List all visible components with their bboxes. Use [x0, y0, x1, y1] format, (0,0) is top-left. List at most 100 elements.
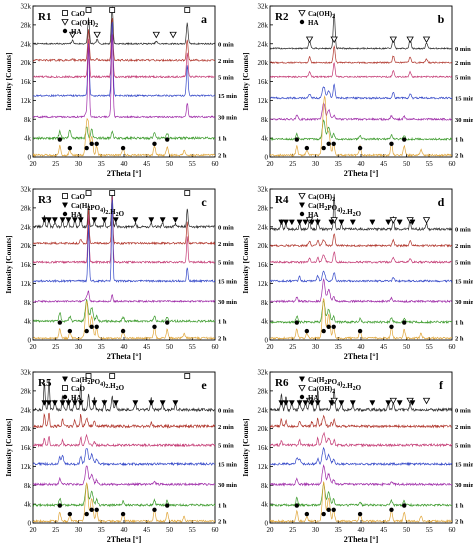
legend-label: HA — [71, 394, 82, 402]
xrd-trace — [270, 119, 452, 142]
x-tick-label: 60 — [449, 160, 457, 168]
ha-marker — [304, 145, 310, 151]
xrd-trace — [33, 194, 215, 230]
series-label: 30 min — [218, 299, 237, 306]
ha-marker — [94, 324, 99, 329]
series-label: 1 h — [218, 319, 227, 326]
y-tick-label: 4k — [24, 318, 32, 326]
x-tick-label: 55 — [189, 343, 197, 351]
xrd-trace — [270, 13, 452, 50]
series-label: 15 min — [455, 279, 473, 286]
panel-label: R4 — [275, 194, 289, 206]
caoh2-marker — [169, 31, 177, 39]
mcpm-marker — [338, 400, 345, 406]
mcpm-marker — [41, 400, 48, 406]
xrd-trace — [270, 464, 452, 487]
y-tick-label: 20k — [258, 242, 269, 250]
y-tick-label: 12k — [258, 280, 269, 288]
caoh2-marker — [305, 36, 314, 44]
plot-frame — [269, 371, 453, 524]
series-label: 5 min — [455, 260, 471, 267]
ha-marker — [152, 141, 157, 146]
y-tick-label: 28k — [258, 21, 269, 29]
mcpm-marker — [59, 400, 66, 406]
plot-frame — [32, 371, 216, 524]
xrd-trace — [270, 299, 452, 325]
panel-label: R2 — [275, 11, 289, 23]
ha-marker — [389, 507, 394, 512]
mcpm-marker — [91, 400, 98, 406]
x-tick-label: 30 — [312, 526, 320, 534]
phase-marker-group — [294, 36, 431, 151]
y-tick-label: 12k — [21, 97, 32, 105]
y-tick-label: 8k — [24, 482, 32, 490]
xrd-panel-r2: 0 4k 8k 12k 16k 20k 24k 28k 32k 20 25 30 35 40 45 50 55 6… — [241, 3, 473, 178]
ha-marker — [94, 141, 99, 146]
series-label: 5 min — [218, 443, 234, 450]
caoh2-marker — [422, 36, 431, 44]
mcpm-marker — [308, 219, 315, 226]
series-label: 1 h — [455, 320, 464, 327]
legend-label: CaO — [71, 10, 86, 18]
phase-marker-group — [278, 217, 431, 334]
legend-marker — [62, 394, 68, 400]
mcpm-marker — [385, 400, 392, 406]
mcpm-marker — [112, 400, 119, 406]
x-tick-label: 50 — [166, 526, 174, 534]
mcpm-marker — [51, 217, 58, 223]
xrd-trace — [270, 481, 452, 508]
x-tick-label: 60 — [212, 160, 220, 168]
xrd-trace — [33, 126, 215, 141]
xrd-trace — [33, 34, 215, 119]
panel-label: R5 — [38, 377, 52, 389]
x-tick-label: 25 — [52, 160, 60, 168]
y-tick-label: 32k — [258, 3, 269, 11]
mcpm-marker — [328, 400, 335, 406]
x-tick-label: 60 — [449, 343, 457, 351]
legend-marker — [298, 193, 306, 200]
xrd-trace — [33, 290, 215, 304]
x-tick-label: 25 — [289, 343, 297, 351]
cao-marker — [85, 190, 92, 196]
series-label: 15 min — [218, 279, 237, 286]
xrd-trace — [33, 433, 215, 448]
y-tick-label: 28k — [258, 387, 269, 395]
x-axis-label: 2Theta [°] — [107, 169, 142, 178]
mcpm-marker — [132, 217, 139, 223]
xrd-trace — [33, 18, 215, 63]
xrd-trace — [33, 6, 215, 46]
xrd-panel-r3: 0 4k 8k 12k 16k 20k 24k 28k 32k 20 25 30 35 40 45 50 55 6… — [4, 186, 237, 361]
legend-label: Ca(H2PO4)2.H2O — [308, 202, 362, 218]
panel-label: R6 — [275, 377, 289, 389]
y-tick-label: 4k — [261, 135, 269, 143]
y-tick-label: 8k — [261, 482, 269, 490]
caoh2-marker — [152, 31, 160, 39]
xrd-trace — [33, 412, 215, 429]
mcpm-marker — [159, 217, 166, 223]
series-label: 1 h — [455, 137, 464, 144]
xrd-trace — [270, 270, 452, 283]
panel-letter-box — [434, 12, 448, 25]
panel-letter: c — [201, 195, 207, 209]
mcpm-marker — [159, 400, 166, 406]
y-tick-label: 20k — [21, 242, 32, 250]
ha-marker — [331, 507, 336, 512]
x-tick-label: 20 — [267, 160, 275, 168]
legend-label: Ca(OH)2 — [308, 193, 335, 203]
series-label: 2 min — [455, 60, 471, 67]
y-tick-label: 4k — [261, 318, 269, 326]
panel-letter: a — [201, 12, 207, 26]
x-tick-label: 45 — [380, 526, 388, 534]
caoh2-marker — [389, 217, 397, 224]
series-label: 30 min — [455, 117, 473, 124]
x-tick-label: 45 — [380, 160, 388, 168]
x-tick-label: 30 — [75, 343, 83, 351]
trace-group — [270, 388, 452, 523]
y-tick-label: 32k — [21, 186, 32, 194]
xrd-trace — [33, 25, 215, 79]
x-tick-label: 40 — [121, 160, 129, 168]
phase-marker-group — [41, 190, 191, 334]
series-label: 5 min — [218, 74, 234, 81]
xrd-trace — [270, 388, 452, 413]
